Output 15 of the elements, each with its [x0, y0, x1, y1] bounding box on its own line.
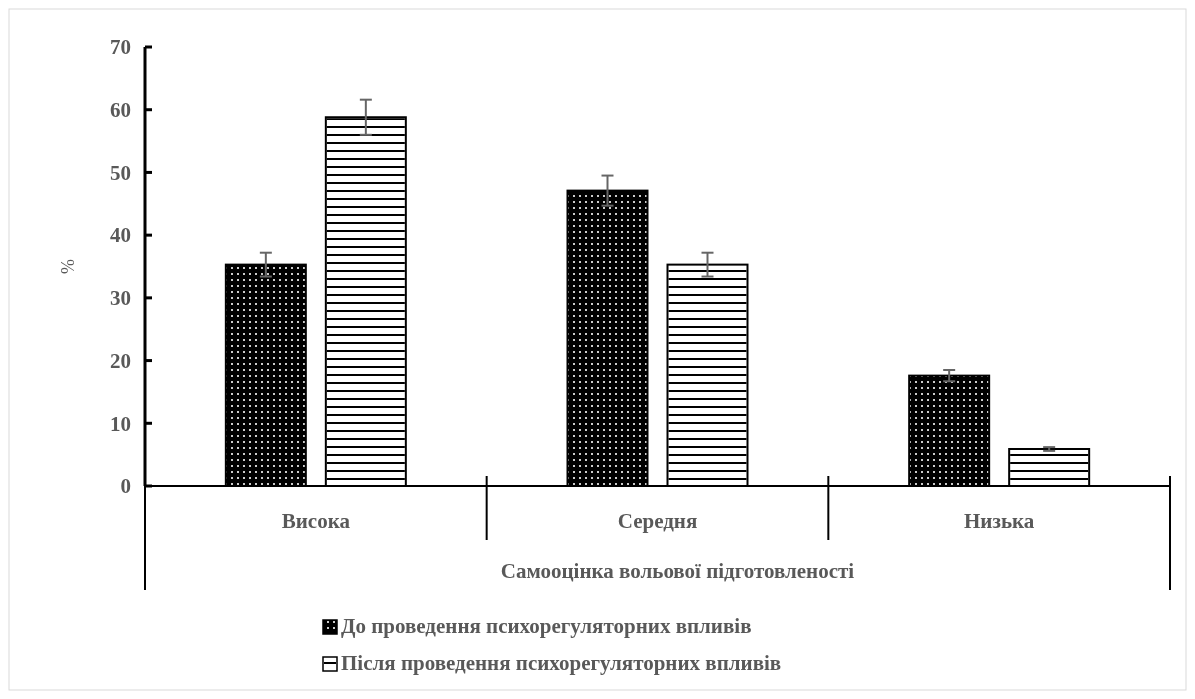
- legend-label: До проведення психорегуляторних впливів: [341, 614, 752, 638]
- x-tick-label: Низька: [964, 509, 1035, 533]
- y-axis-title: %: [58, 259, 78, 274]
- y-tick-label: 30: [110, 286, 131, 311]
- y-tick-label: 20: [110, 348, 131, 373]
- y-tick-label: 70: [110, 35, 131, 60]
- legend-label: Після проведення психорегуляторних впливів: [341, 651, 782, 675]
- x-axis-title: Самооцінка вольової підготовленості: [500, 559, 855, 583]
- y-tick-label: 60: [110, 98, 131, 123]
- y-tick-label: 0: [120, 474, 131, 499]
- y-tick-label: 10: [110, 411, 131, 436]
- y-tick-label: 50: [110, 160, 131, 185]
- x-tick-label: Висока: [281, 509, 351, 533]
- x-tick-label: Середня: [617, 509, 698, 533]
- y-tick-label: 40: [110, 223, 131, 248]
